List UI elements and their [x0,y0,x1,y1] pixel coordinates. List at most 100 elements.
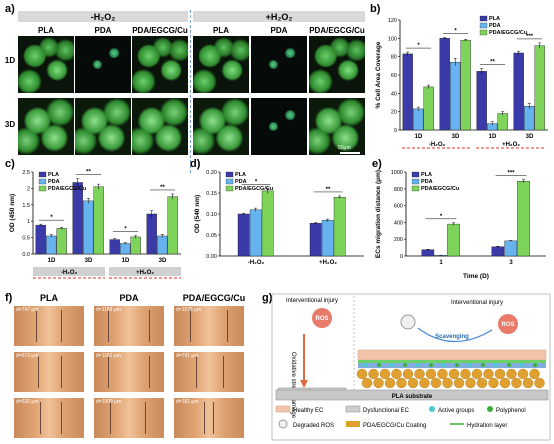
panel-b-label: b) [370,3,381,15]
bar-pdaegcgcu-1 [460,39,471,131]
y-tick-label: 1.5 [22,203,30,209]
legend-swatch-1 [479,22,488,29]
bar-pda-1 [504,240,518,257]
legend-label: PLA [48,172,59,178]
legend-label: PLA [235,172,246,178]
scavenging-arrow [417,327,493,343]
substrate-ball [373,377,384,389]
degraded-ros-icon [400,314,416,330]
y-axis-label: OD (450 nm) [9,194,16,232]
sig-marker: ** [86,170,91,176]
y-tick-label: 0.15 [206,191,217,197]
legend-swatch-0 [411,171,420,178]
panel-a-cond-pos: +H₂O₂ [265,12,293,22]
substrate-ball [453,377,465,389]
legend-label: PDA/EGCG/Cu [235,186,273,192]
x-tick-label: 3D [159,258,167,264]
bar-pdaegcgcu-1 [333,197,346,257]
x-tick-label: 1D [415,134,423,140]
substrate-ball [483,368,494,380]
bar-pla-1 [309,223,322,257]
coating-particle [390,363,394,367]
substrate-ball [529,368,540,380]
legend-label: PDA/EGCG/Cu [421,186,459,192]
panel-f-col-pla: PLA [40,293,58,303]
sig-marker: * [255,179,258,185]
x-tick-label: 3D [85,258,93,264]
y-tick-label: 1000 [391,170,403,176]
legend-swatch-2 [411,185,420,192]
x-tick-label: -H₂O₂ [248,260,265,266]
panel-g-label: g) [262,292,273,304]
group-label-neg: -H₂O₂ [429,142,446,148]
y-tick-label: 400 [394,220,403,226]
bar-pdaegcgcu-0 [447,223,460,257]
wound-gap [38,356,62,388]
bar-pla-0 [402,53,413,131]
y-tick-label: 1 [27,219,30,225]
y-tick-label: 20 [391,110,397,116]
micrograph-egcg-neg-1d [132,36,188,93]
wound-image-egcg-r2: d=791 μm [174,352,244,392]
healthy-ec-layer [357,349,547,361]
interventional-injury-left: Interventional injury [286,298,338,304]
wound-image-pda-r1: d=1189 μm [94,306,164,346]
ros-left-text: ROS [315,316,328,322]
legend-active-groups: Active groups [438,408,474,414]
micrograph-egcg-pos-3d [309,98,365,155]
wound-gap [196,356,224,388]
legend-coating-swatch [346,421,360,427]
substrate-ball [402,368,414,380]
legend-degraded-ros: Degraded ROS [293,423,334,429]
sig-marker: * [124,227,127,233]
substrate-ball [460,368,471,380]
y-tick-label: 0.10 [206,212,217,218]
y-tick-label: 2.5 [22,170,30,176]
sig-marker: *** [526,34,534,40]
y-tick-label: 0 [394,128,397,134]
micrograph-pda-neg-3d [75,98,131,155]
y-axis-label: ECs migration distance (μm) [375,170,382,258]
legend-label: PDA/EGCG/Cu [48,186,86,192]
panel-e-label: e) [372,158,382,170]
panel-a-label: a) [5,3,15,15]
y-axis-label: % Cell Area Coverage [375,41,382,108]
oxidative-stress-text: Oxidative stress damage [290,352,296,419]
wound-gap [108,356,150,388]
wound-image-pda-r3: d=1009 μm [94,398,164,438]
bar-pdaegcgcu-2 [130,236,141,255]
legend-healthy-ec: Healthy EC [293,408,324,414]
legend-swatch-2 [38,185,47,192]
bar-pdaegcgcu-2 [497,113,508,131]
substrate-ball [488,377,499,389]
legend-label: PLA [421,172,432,178]
group-box-neg [33,267,105,276]
bar-pla-1 [439,38,450,131]
y-tick-label: 600 [394,204,403,210]
x-axis-label: Time (D) [463,273,489,280]
panel-a-cond-neg: -H₂O₂ [90,12,116,22]
coating-particle [403,363,407,367]
panel-a-col-egcg-1: PDA/EGCG/Cu [132,26,188,35]
coating-particle [377,363,381,367]
coating-particle [442,363,446,367]
panel-a-row-1d: 1D [4,56,16,65]
oxidative-arrow-head [300,380,308,388]
coating-particle [455,363,459,367]
bar-pda-0 [46,235,57,255]
bar-pla-0 [35,224,46,255]
substrate-ball [499,377,511,389]
y-tick-label: 40 [391,91,397,97]
sig-marker: * [440,214,443,220]
legend-polyphenol-swatch [487,406,493,412]
y-tick-label: 200 [394,237,403,243]
distance-pda-r3: d=1009 μm [96,399,122,405]
chart-c-od450: 0.0 0.5 1 1.5 2 2.5 OD (450 nm) 1D * 3D ** 1D * 3D ** P… [9,170,181,279]
wound-image-egcg-r1: d=1075 μm [174,306,244,346]
coating-particle [429,363,433,367]
x-tick-label: 1D [48,258,56,264]
scale-bar-label: 50μm [338,145,351,151]
substrate-ball [522,377,534,389]
legend-dysfunctional-ec-swatch [345,405,361,413]
panel-f-label: f) [5,292,13,304]
